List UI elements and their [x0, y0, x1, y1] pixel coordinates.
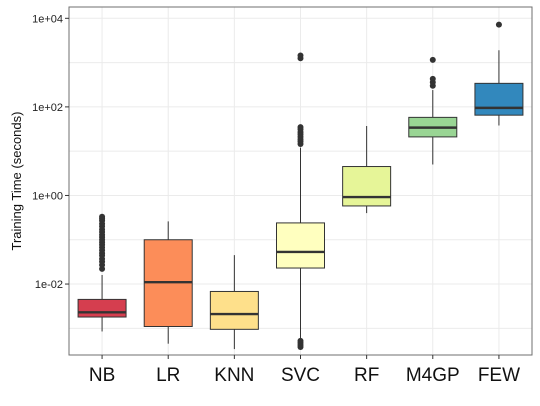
y-axis-label: Training Time (seconds) — [9, 112, 24, 251]
box-m4gp — [408, 56, 458, 165]
box-series — [77, 21, 524, 350]
x-tick-label: SVC — [281, 365, 320, 386]
x-tick-label: KNN — [214, 365, 254, 386]
y-axis-ticks: 1e-02 1e+00 1e+02 1e+04 — [32, 13, 69, 291]
box-rf — [342, 126, 392, 214]
x-tick-label: FEW — [478, 365, 520, 386]
box-svc — [276, 52, 325, 350]
y-tick-label: 1e+02 — [32, 102, 63, 114]
outlier-point — [495, 21, 502, 28]
y-tick-label: 1e-02 — [35, 279, 63, 291]
outlier-point — [429, 56, 436, 63]
outlier-point — [429, 75, 436, 82]
x-tick-label: M4GP — [406, 365, 460, 386]
outlier-point — [297, 52, 304, 59]
y-tick-label: 1e+04 — [32, 13, 63, 25]
box-knn — [209, 255, 259, 350]
box-iqr — [77, 298, 127, 318]
box-iqr — [209, 290, 259, 330]
x-tick-label: RF — [354, 365, 379, 386]
box-iqr — [474, 82, 524, 116]
box-lr — [143, 221, 193, 344]
box-iqr — [342, 166, 392, 207]
outlier-point — [297, 337, 304, 344]
box-nb — [77, 213, 127, 332]
x-tick-label: LR — [156, 365, 180, 386]
x-tick-label: NB — [89, 365, 115, 386]
outlier-point — [297, 124, 304, 131]
y-tick-label: 1e+00 — [32, 190, 63, 202]
outlier-point — [99, 213, 106, 220]
box-iqr — [276, 222, 325, 269]
x-axis-ticks: NB LR KNN SVC RF M4GP FEW — [89, 355, 520, 386]
box-few — [474, 21, 524, 126]
